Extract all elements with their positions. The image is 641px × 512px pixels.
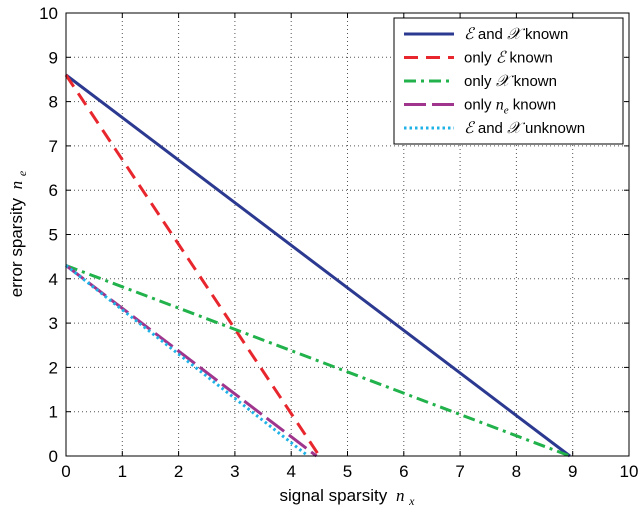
tick-labels: 0 1 2 3 4 5 6 7 8 9 10 0 1 2 3 4 5 6 7 8 9 10 [39,4,638,481]
x-tick-label: 1 [118,462,127,481]
legend-entry-part: ℰ [496,50,508,67]
x-tick-label: 3 [230,462,239,481]
series-line-4 [65,264,318,458]
x-tick-label: 0 [61,462,70,481]
x-tick-label: 9 [568,462,577,481]
legend-entry-part: only [464,50,496,67]
legend-entry-1: ℰ and 𝒳 known [464,26,568,43]
legend-entry-part: unknown [521,120,585,137]
x-tick-label: 7 [455,462,464,481]
x-axis-label-text: signal sparsity [279,486,387,505]
series-line-5 [65,264,310,458]
legend-entry-4: only ne known [464,97,556,117]
x-tick-label: 2 [174,462,183,481]
legend-entry-part: and [474,26,507,43]
legend-entry-part: n [496,97,504,114]
series-line-2 [64,74,321,457]
legend-entry-part: e [504,105,509,117]
y-tick-label: 6 [49,181,58,200]
x-tick-label: 4 [286,462,295,481]
x-axis-label-subscript: x [408,494,415,508]
legend-entry-2: only ℰ known [464,50,553,67]
legend-entry-part: known [509,97,557,114]
y-tick-label: 7 [49,137,58,156]
y-tick-label: 0 [49,447,58,466]
legend-entry-5: ℰ and 𝒳 unknown [464,120,585,137]
series-layer [64,73,571,458]
y-tick-label: 5 [49,226,58,245]
legend-entry-part: known [521,26,569,43]
y-tick-label: 10 [39,4,58,23]
y-tick-label: 8 [49,93,58,112]
x-tick-label: 8 [512,462,521,481]
y-tick-label: 2 [49,358,58,377]
series-line-1 [65,73,571,458]
x-tick-label: 5 [343,462,352,481]
y-tick-label: 3 [49,314,58,333]
x-axis-label-symbol: n [396,486,405,505]
legend-entry-part: and [474,120,507,137]
legend-entry-part: ℰ [464,26,476,43]
x-tick-label: 6 [399,462,408,481]
y-tick-label: 4 [49,270,58,289]
y-tick-label: 9 [49,48,58,67]
legend-entry-part: only [464,97,496,114]
y-axis-label: error sparsity n e [7,170,29,297]
ticks [65,12,630,457]
legend-entry-part: known [509,73,557,90]
legend-entry-part: ℰ [464,120,476,137]
series-line-3 [65,264,571,458]
y-tick-label: 1 [49,403,58,422]
x-tick-label: 10 [620,462,639,481]
legend-entry-part: known [505,50,553,67]
legend-entry-3: only 𝒳 known [464,73,557,90]
y-axis-label-text: error sparsity [7,198,26,298]
x-axis-label: signal sparsity n x [279,486,415,508]
legend-entry-part: only [464,73,496,90]
y-axis-label-symbol: n [7,181,26,190]
y-axis-label-subscript: e [15,170,29,176]
